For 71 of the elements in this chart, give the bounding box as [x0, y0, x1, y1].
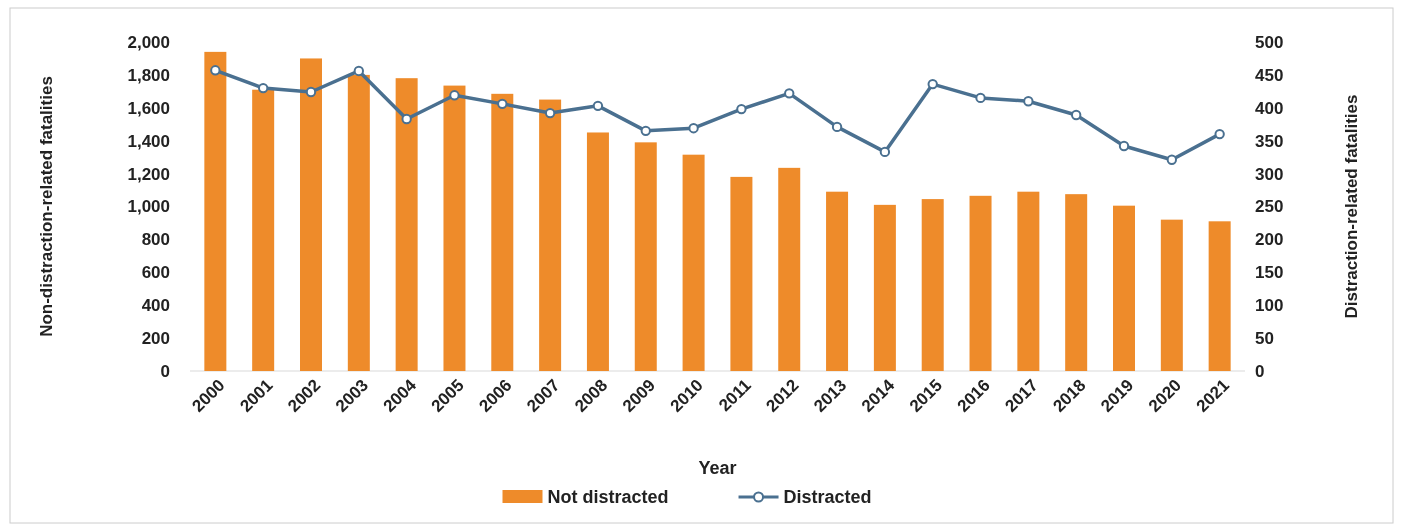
- bar: [1017, 191, 1040, 371]
- y2-tick-label: 300: [1255, 164, 1284, 184]
- bar: [1160, 219, 1183, 371]
- y2-tick-label: 0: [1255, 361, 1265, 381]
- bar: [730, 176, 753, 371]
- bar: [300, 58, 322, 371]
- y-tick-label: 1,600: [127, 98, 170, 118]
- point: [1118, 140, 1130, 152]
- bar: [682, 154, 705, 371]
- bar: [921, 199, 944, 371]
- y-tick-label: 600: [141, 263, 170, 283]
- y2-tick-label: 150: [1255, 263, 1284, 283]
- bar: [778, 167, 801, 371]
- point: [210, 65, 221, 76]
- y2-tick-label: 500: [1255, 32, 1284, 52]
- point: [879, 146, 891, 158]
- bar: [539, 99, 562, 371]
- y2-tick-label: 100: [1255, 296, 1284, 316]
- point: [1071, 109, 1082, 121]
- point: [401, 113, 412, 125]
- point: [831, 121, 843, 133]
- point: [1214, 128, 1225, 140]
- y-tick-label: 1,800: [127, 65, 170, 85]
- point: [927, 78, 938, 90]
- bar: [1065, 194, 1088, 371]
- y-tick-label: 0: [160, 361, 170, 381]
- point: [688, 123, 699, 134]
- point: [640, 125, 651, 137]
- point: [305, 86, 317, 98]
- y-axis-title: Non-distraction-related fatalities: [37, 76, 56, 337]
- legend-label: Distracted: [783, 487, 872, 507]
- y-tick-label: 2,000: [127, 32, 170, 52]
- y-tick-label: 1,200: [127, 164, 170, 184]
- bar: [347, 74, 370, 371]
- bar: [395, 78, 418, 371]
- point: [592, 100, 604, 111]
- point: [497, 98, 508, 110]
- point: [449, 90, 460, 101]
- bar: [1113, 205, 1136, 371]
- legend-label: Not distracted: [547, 487, 669, 507]
- x-axis-title: Year: [698, 458, 737, 478]
- point: [353, 65, 364, 77]
- y-tick-label: 800: [141, 230, 170, 250]
- y2-tick-label: 200: [1255, 230, 1284, 250]
- point: [1166, 154, 1178, 165]
- bar: [491, 93, 514, 371]
- bar: [1208, 221, 1231, 371]
- y-tick-label: 400: [141, 296, 170, 316]
- y2-tick-label: 50: [1255, 329, 1274, 349]
- bar: [586, 132, 609, 371]
- y2-tick-label: 400: [1255, 98, 1284, 118]
- bar: [826, 191, 849, 371]
- y-tick-label: 1,000: [127, 197, 170, 217]
- bar: [969, 195, 992, 371]
- bar: [252, 89, 275, 371]
- point: [736, 103, 747, 115]
- y-tick-label: 1,400: [127, 131, 170, 151]
- y2-tick-label: 450: [1255, 65, 1284, 85]
- bar: [204, 51, 227, 371]
- y-tick-label: 200: [141, 329, 170, 349]
- bar: [873, 204, 896, 371]
- point: [544, 107, 556, 119]
- point: [975, 92, 986, 104]
- point: [1023, 96, 1034, 107]
- bar: [443, 85, 466, 371]
- bar: [634, 142, 657, 371]
- point: [784, 88, 795, 99]
- point: [257, 82, 269, 94]
- y2-tick-label: 250: [1255, 197, 1284, 217]
- y2-tick-label: 350: [1255, 131, 1284, 151]
- y2-axis-title: Distraction-related fatalities: [1342, 94, 1361, 319]
